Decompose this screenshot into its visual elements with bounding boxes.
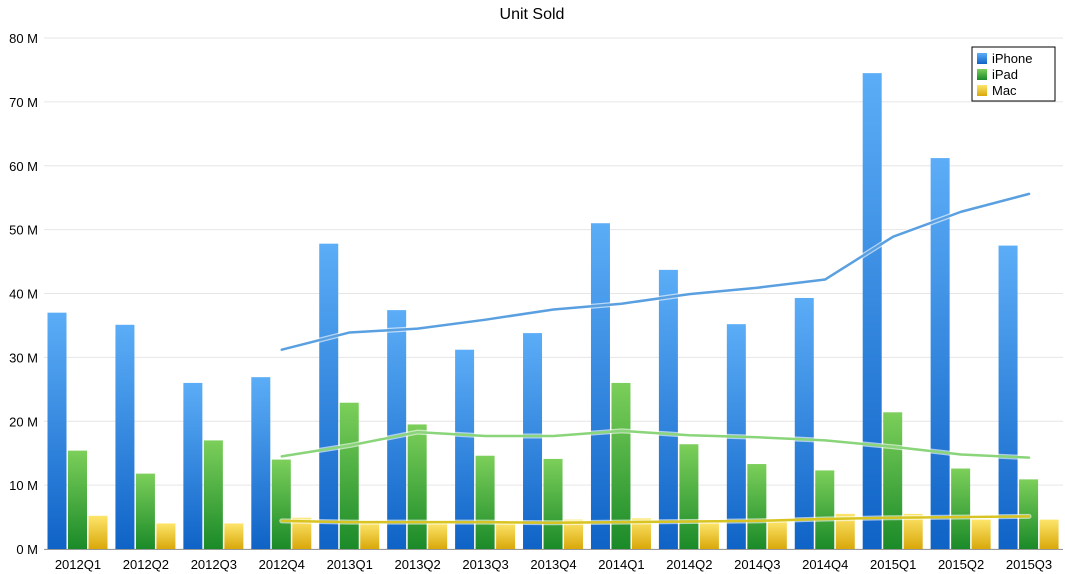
bar-iphone xyxy=(47,312,67,549)
x-tick-label: 2013Q4 xyxy=(530,557,576,572)
x-tick-label: 2015Q1 xyxy=(870,557,916,572)
bar-mac xyxy=(360,522,380,549)
y-tick-label: 20 M xyxy=(9,414,38,429)
legend-label-mac: Mac xyxy=(992,83,1017,98)
legend-label-iphone: iPhone xyxy=(992,51,1032,66)
bar-ipad xyxy=(475,455,495,549)
x-tick-label: 2014Q1 xyxy=(598,557,644,572)
x-tick-label: 2012Q2 xyxy=(123,557,169,572)
bar-ipad xyxy=(679,444,699,549)
bar-ipad xyxy=(339,402,359,549)
bar-iphone xyxy=(115,324,135,549)
x-tick-label: 2013Q1 xyxy=(327,557,373,572)
bar-iphone xyxy=(862,73,882,549)
x-tick-label: 2015Q2 xyxy=(938,557,984,572)
bar-iphone xyxy=(455,349,475,549)
x-tick-label: 2015Q3 xyxy=(1006,557,1052,572)
axis-layer: 0 M 10 M 20 M 30 M 40 M 50 M 60 M 70 M 80 M 2012Q… xyxy=(9,31,1063,572)
bar-ipad xyxy=(203,440,223,549)
y-tick-label: 70 M xyxy=(9,95,38,110)
x-tick-label: 2012Q3 xyxy=(191,557,237,572)
x-tick-label: 2013Q2 xyxy=(395,557,441,572)
bar-iphone xyxy=(523,333,543,549)
trendline-iphone xyxy=(280,192,1031,351)
legend-label-ipad: iPad xyxy=(992,67,1018,82)
y-tick-label: 10 M xyxy=(9,478,38,493)
bar-iphone xyxy=(319,243,339,550)
legend-swatch-ipad xyxy=(977,69,987,80)
bar-ipad xyxy=(951,468,971,549)
bar-ipad xyxy=(747,464,767,549)
legend-swatch-iphone xyxy=(977,53,987,64)
bar-mac xyxy=(88,515,108,549)
bar-ipad xyxy=(883,412,903,549)
bar-ipad xyxy=(543,458,563,549)
y-tick-label: 60 M xyxy=(9,159,38,174)
x-tick-label: 2014Q3 xyxy=(734,557,780,572)
bar-iphone xyxy=(658,269,678,549)
bar-iphone xyxy=(183,382,203,549)
bar-mac xyxy=(971,519,991,549)
bar-ipad xyxy=(815,470,835,549)
bar-mac xyxy=(156,523,176,549)
trendline-mac xyxy=(280,515,1031,525)
trendline-ipad xyxy=(280,429,1031,459)
bar-mac xyxy=(767,520,787,549)
x-tick-label: 2012Q1 xyxy=(55,557,101,572)
bar-mac xyxy=(428,523,448,549)
bar-mac xyxy=(835,513,855,549)
legend-swatch-mac xyxy=(977,85,987,96)
bar-ipad xyxy=(271,459,291,549)
bar-ipad xyxy=(135,473,155,549)
bar-mac xyxy=(224,523,244,549)
x-tick-label: 2014Q4 xyxy=(802,557,848,572)
y-tick-label: 40 M xyxy=(9,287,38,302)
bar-mac xyxy=(1039,519,1059,549)
y-tick-label: 0 M xyxy=(16,542,38,557)
bar-mac xyxy=(631,518,651,549)
bar-iphone xyxy=(590,223,610,550)
y-tick-label: 30 M xyxy=(9,350,38,365)
bar-mac xyxy=(903,513,923,549)
bar-iphone xyxy=(251,377,271,549)
bar-iphone xyxy=(794,297,814,549)
bar-iphone xyxy=(998,245,1018,549)
x-tick-label: 2013Q3 xyxy=(462,557,508,572)
bar-ipad xyxy=(68,450,87,549)
x-tick-label: 2012Q4 xyxy=(259,557,305,572)
bar-mac xyxy=(564,519,584,549)
bar-mac xyxy=(292,517,312,549)
y-tick-label: 80 M xyxy=(9,31,38,46)
bar-iphone xyxy=(387,310,407,549)
bar-ipad xyxy=(611,382,631,549)
bar-mac xyxy=(699,522,719,549)
trend-layer xyxy=(279,191,1032,526)
y-tick-label: 50 M xyxy=(9,223,38,238)
bar-mac xyxy=(496,522,516,549)
x-tick-label: 2014Q2 xyxy=(666,557,712,572)
bar-ipad xyxy=(407,424,427,549)
chart-title: Unit Sold xyxy=(500,6,565,23)
